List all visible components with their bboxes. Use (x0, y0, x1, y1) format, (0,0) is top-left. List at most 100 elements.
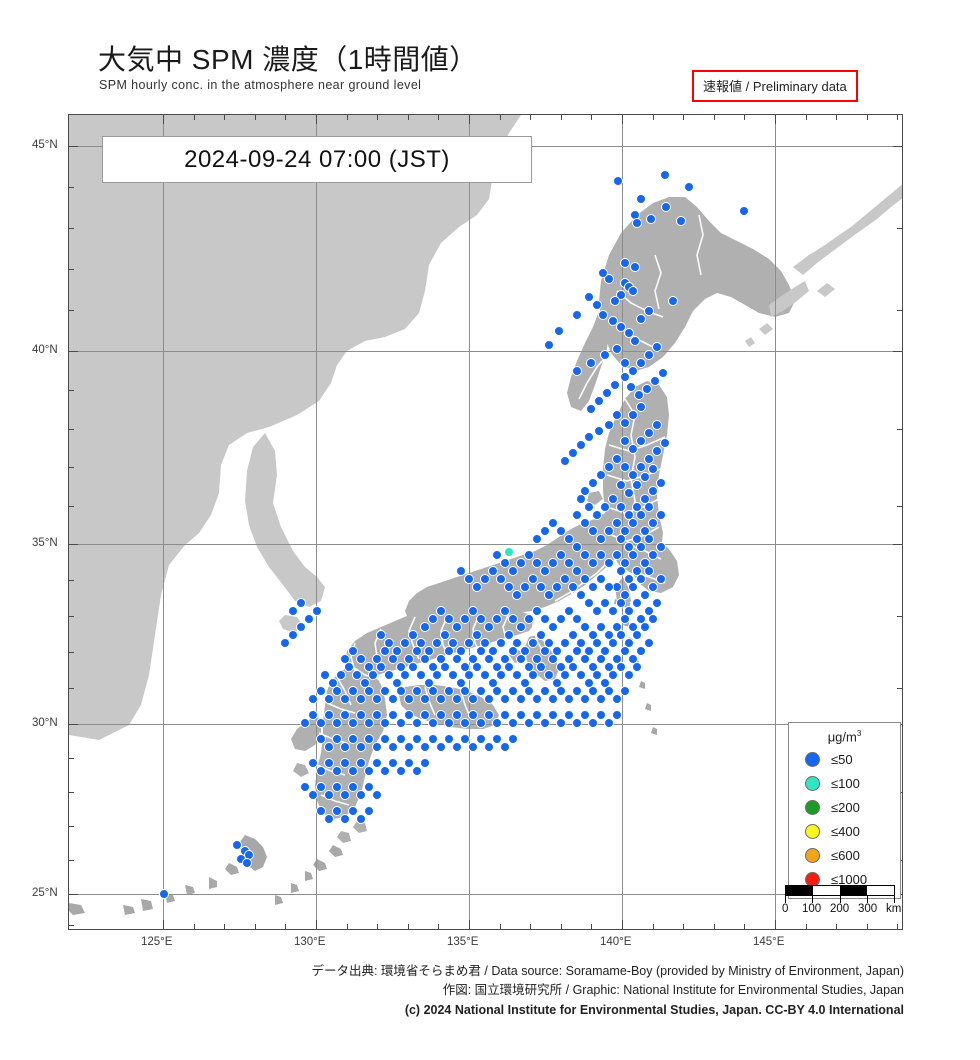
monitoring-station-marker[interactable] (612, 694, 622, 704)
monitoring-station-marker[interactable] (632, 480, 642, 490)
monitoring-station-marker[interactable] (604, 686, 614, 696)
monitoring-station-marker[interactable] (300, 718, 310, 728)
monitoring-station-marker[interactable] (524, 550, 534, 560)
monitoring-station-marker[interactable] (348, 686, 358, 696)
monitoring-station-marker[interactable] (604, 718, 614, 728)
monitoring-station-marker[interactable] (336, 670, 346, 680)
monitoring-station-marker[interactable] (596, 654, 606, 664)
monitoring-station-marker[interactable] (468, 742, 478, 752)
monitoring-station-marker[interactable] (476, 734, 486, 744)
monitoring-station-marker[interactable] (560, 670, 570, 680)
monitoring-station-marker[interactable] (412, 646, 422, 656)
monitoring-station-marker[interactable] (404, 758, 414, 768)
monitoring-station-marker[interactable] (380, 734, 390, 744)
monitoring-station-marker[interactable] (524, 686, 534, 696)
monitoring-station-marker[interactable] (636, 510, 646, 520)
monitoring-station-marker[interactable] (356, 654, 366, 664)
monitoring-station-marker[interactable] (304, 614, 314, 624)
monitoring-station-marker[interactable] (496, 670, 506, 680)
monitoring-station-marker[interactable] (594, 426, 604, 436)
monitoring-station-marker[interactable] (564, 694, 574, 704)
monitoring-station-marker[interactable] (288, 630, 298, 640)
monitoring-station-marker[interactable] (636, 462, 646, 472)
monitoring-station-marker[interactable] (612, 454, 622, 464)
monitoring-station-marker[interactable] (340, 694, 350, 704)
monitoring-station-marker[interactable] (488, 566, 498, 576)
monitoring-station-marker[interactable] (484, 742, 494, 752)
monitoring-station-marker[interactable] (580, 654, 590, 664)
monitoring-station-marker[interactable] (332, 782, 342, 792)
monitoring-station-marker[interactable] (620, 646, 630, 656)
monitoring-station-marker[interactable] (340, 710, 350, 720)
monitoring-station-marker[interactable] (532, 534, 542, 544)
monitoring-station-marker[interactable] (636, 574, 646, 584)
monitoring-station-marker[interactable] (512, 590, 522, 600)
monitoring-station-marker[interactable] (584, 292, 594, 302)
monitoring-station-marker[interactable] (372, 758, 382, 768)
monitoring-station-marker[interactable] (516, 558, 526, 568)
monitoring-station-marker[interactable] (648, 614, 658, 624)
monitoring-station-marker[interactable] (500, 606, 510, 616)
monitoring-station-marker[interactable] (632, 662, 642, 672)
monitoring-station-marker[interactable] (356, 758, 366, 768)
monitoring-station-marker[interactable] (636, 542, 646, 552)
monitoring-station-marker[interactable] (576, 494, 586, 504)
monitoring-station-marker[interactable] (320, 670, 330, 680)
monitoring-station-marker[interactable] (400, 638, 410, 648)
monitoring-station-marker[interactable] (644, 454, 654, 464)
monitoring-station-marker[interactable] (396, 686, 406, 696)
monitoring-station-marker[interactable] (610, 296, 620, 306)
monitoring-station-marker[interactable] (564, 710, 574, 720)
monitoring-station-marker[interactable] (496, 638, 506, 648)
monitoring-station-marker[interactable] (592, 670, 602, 680)
monitoring-station-marker[interactable] (348, 718, 358, 728)
monitoring-station-marker[interactable] (428, 686, 438, 696)
monitoring-station-marker[interactable] (613, 176, 623, 186)
monitoring-station-marker[interactable] (420, 758, 430, 768)
monitoring-station-marker[interactable] (572, 510, 582, 520)
monitoring-station-marker[interactable] (288, 606, 298, 616)
monitoring-station-marker[interactable] (460, 614, 470, 624)
monitoring-station-marker[interactable] (476, 614, 486, 624)
monitoring-station-marker[interactable] (536, 662, 546, 672)
monitoring-station-marker[interactable] (372, 694, 382, 704)
monitoring-station-marker[interactable] (388, 742, 398, 752)
monitoring-station-marker[interactable] (340, 742, 350, 752)
monitoring-station-marker[interactable] (516, 622, 526, 632)
monitoring-station-marker[interactable] (428, 734, 438, 744)
monitoring-station-marker[interactable] (592, 638, 602, 648)
monitoring-station-marker[interactable] (332, 734, 342, 744)
monitoring-station-marker[interactable] (308, 790, 318, 800)
monitoring-station-marker[interactable] (548, 622, 558, 632)
monitoring-station-marker[interactable] (532, 558, 542, 568)
monitoring-station-marker[interactable] (628, 286, 638, 296)
monitoring-station-marker[interactable] (572, 614, 582, 624)
monitoring-station-marker[interactable] (332, 806, 342, 816)
monitoring-station-marker[interactable] (608, 316, 618, 326)
monitoring-station-marker[interactable] (484, 654, 494, 664)
monitoring-station-marker[interactable] (604, 526, 614, 536)
monitoring-station-marker[interactable] (540, 718, 550, 728)
monitoring-station-marker[interactable] (592, 300, 602, 310)
monitoring-station-marker[interactable] (588, 526, 598, 536)
monitoring-station-marker[interactable] (364, 686, 374, 696)
monitoring-station-marker[interactable] (576, 670, 586, 680)
monitoring-station-marker[interactable] (596, 534, 606, 544)
monitoring-station-marker[interactable] (508, 566, 518, 576)
monitoring-station-marker[interactable] (564, 606, 574, 616)
monitoring-station-marker[interactable] (536, 630, 546, 640)
monitoring-station-marker[interactable] (636, 194, 646, 204)
monitoring-station-marker[interactable] (420, 710, 430, 720)
monitoring-station-marker[interactable] (468, 606, 478, 616)
monitoring-station-marker[interactable] (436, 606, 446, 616)
monitoring-station-marker[interactable] (408, 662, 418, 672)
monitoring-station-marker[interactable] (610, 380, 620, 390)
monitoring-station-marker[interactable] (584, 598, 594, 608)
monitoring-station-marker[interactable] (652, 420, 662, 430)
monitoring-station-marker[interactable] (636, 646, 646, 656)
monitoring-station-marker[interactable] (556, 614, 566, 624)
monitoring-station-marker[interactable] (440, 662, 450, 672)
monitoring-station-marker[interactable] (628, 444, 638, 454)
monitoring-station-marker[interactable] (644, 350, 654, 360)
monitoring-station-marker[interactable] (540, 614, 550, 624)
